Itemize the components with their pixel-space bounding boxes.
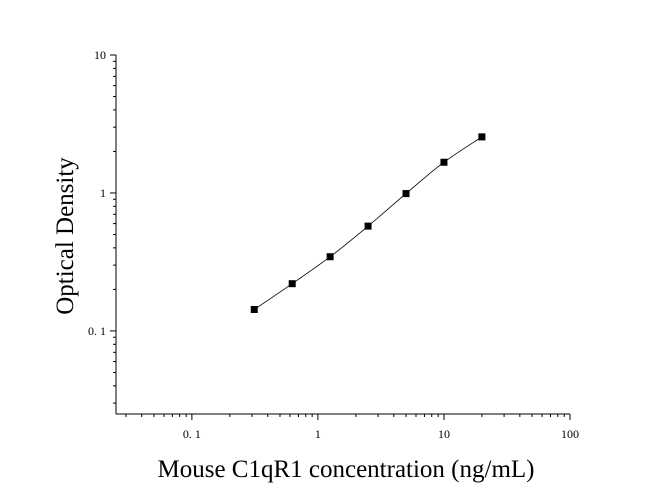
- data-point: [288, 280, 296, 288]
- y-tick-label: 10: [94, 48, 106, 62]
- data-point: [478, 133, 486, 141]
- x-tick-label: 0. 1: [183, 427, 201, 441]
- data-point: [364, 222, 372, 230]
- data-point: [250, 306, 258, 314]
- axes: 0. 1 1 10 100 0. 1 1 10: [88, 48, 579, 441]
- x-axis-title: Mouse C1qR1 concentration (ng/mL): [157, 456, 534, 483]
- data-point: [402, 190, 410, 198]
- x-tick-label: 10: [438, 427, 450, 441]
- y-tick-label: 1: [100, 186, 106, 200]
- y-axis-title: Optical Density: [52, 157, 79, 315]
- data-point: [440, 158, 448, 166]
- y-tick-label: 0. 1: [88, 324, 106, 338]
- x-tick-label: 100: [561, 427, 579, 441]
- data-point: [326, 253, 334, 261]
- x-tick-label: 1: [315, 427, 321, 441]
- data-points: [250, 133, 486, 314]
